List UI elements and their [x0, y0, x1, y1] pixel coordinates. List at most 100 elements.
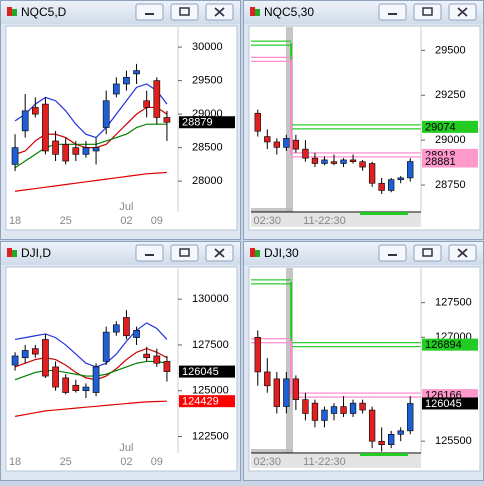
minimize-button-face[interactable]	[135, 244, 164, 262]
candle-body	[82, 147, 90, 155]
price-tag-label: 28879	[182, 117, 213, 129]
minimize-button[interactable]	[378, 3, 407, 21]
candle-body	[254, 112, 261, 132]
candle-body	[407, 161, 414, 179]
minimize-button[interactable]	[135, 3, 164, 21]
candle-body	[42, 339, 49, 377]
candle-body	[11, 355, 19, 366]
minimize-button-face[interactable]	[378, 3, 407, 21]
y-tick-label: 29500	[192, 75, 223, 87]
price-tag	[179, 116, 235, 129]
candle-body	[62, 377, 70, 393]
chart-window: NQC5,30287502900029250295002907428918288…	[243, 0, 484, 240]
candle-body	[321, 409, 328, 421]
minimize-button-face[interactable]	[378, 244, 407, 262]
button-glyph	[388, 13, 397, 15]
close-button[interactable]	[448, 244, 477, 262]
candle-body	[133, 70, 140, 75]
x-axis-strip	[251, 454, 421, 468]
candle-body	[143, 353, 151, 359]
window-icon	[12, 250, 17, 257]
window-icon	[7, 7, 12, 16]
x-tick-label: 09	[151, 215, 163, 227]
restore-button[interactable]	[413, 3, 442, 21]
price-tag-label: 28881	[425, 156, 456, 168]
candle-body	[368, 163, 376, 184]
candle-body	[349, 159, 357, 163]
y-tick-label: 30000	[192, 41, 223, 53]
candle-body	[102, 331, 110, 362]
candle-body	[292, 378, 300, 400]
chart-window: DJI,D 122500 125000 127500 130000 126045 12442…	[0, 241, 241, 481]
price-tag-label: 126045	[182, 366, 219, 378]
close-button[interactable]	[448, 3, 477, 21]
window-icon	[7, 248, 12, 257]
y-tick-label: 127500	[192, 339, 229, 351]
candle-body	[378, 182, 385, 191]
restore-button[interactable]	[170, 3, 199, 21]
price-tag	[179, 395, 235, 408]
candle-body	[264, 371, 271, 387]
restore-button[interactable]	[170, 244, 199, 262]
price-tag-label: 124429	[182, 396, 219, 408]
button-glyph	[214, 7, 225, 17]
candle-body	[102, 100, 110, 128]
window-title: DJI,30	[264, 246, 299, 260]
candle-body	[21, 350, 29, 359]
button-glyph	[422, 248, 433, 257]
candle-body	[349, 402, 357, 414]
button-glyph	[179, 7, 190, 16]
month-label: Jul	[119, 201, 133, 213]
y-tick-label: 29500	[435, 44, 466, 56]
candle-body	[407, 403, 414, 432]
x-axis-strip	[251, 213, 421, 227]
chart-window: DJI,301255001270001275001268941261661260…	[243, 241, 484, 481]
indicator-line	[14, 106, 168, 155]
button-glyph	[214, 248, 225, 258]
candle-body	[92, 147, 100, 152]
price-tag	[179, 365, 235, 378]
button-glyph	[422, 7, 433, 16]
button-glyph	[388, 254, 397, 256]
candle-body	[368, 409, 376, 442]
candle-body	[163, 117, 171, 123]
y-tick-label: 28750	[435, 179, 466, 191]
candle-body	[82, 386, 90, 392]
candle-body	[273, 378, 280, 407]
indicator-line	[14, 171, 167, 192]
x-tick-label: 02:30	[254, 456, 282, 468]
restore-button[interactable]	[413, 244, 442, 262]
close-button[interactable]	[205, 3, 234, 21]
candle-body	[163, 361, 171, 372]
button-glyph	[145, 254, 154, 256]
candle-body	[143, 100, 151, 108]
candle-body	[273, 141, 280, 148]
indicator-line	[14, 123, 167, 169]
x-tick-label: 02	[120, 456, 132, 468]
y-tick-label: 122500	[192, 430, 229, 442]
x-tick-label: 18	[9, 456, 21, 468]
candle-body	[123, 76, 130, 85]
candle-body	[112, 324, 120, 333]
minimize-button[interactable]	[378, 244, 407, 262]
restore-button-face[interactable]	[413, 3, 442, 21]
restore-button-face[interactable]	[170, 244, 199, 262]
close-button[interactable]	[205, 244, 234, 262]
window-icon	[250, 248, 255, 257]
restore-button-face[interactable]	[413, 244, 442, 262]
candle-body	[340, 406, 347, 414]
price-tag	[422, 120, 478, 133]
price-tag-label: 126894	[425, 339, 462, 351]
candle-body	[388, 179, 395, 191]
window-icon	[255, 250, 260, 257]
window-title: DJI,D	[21, 246, 51, 260]
restore-button-face[interactable]	[170, 3, 199, 21]
minimize-button-face[interactable]	[135, 3, 164, 21]
candle-body	[52, 366, 59, 388]
candle-body	[72, 384, 80, 392]
minimize-button[interactable]	[135, 244, 164, 262]
button-glyph	[145, 13, 154, 15]
month-label: Jul	[119, 442, 133, 454]
candle-body	[340, 159, 347, 164]
